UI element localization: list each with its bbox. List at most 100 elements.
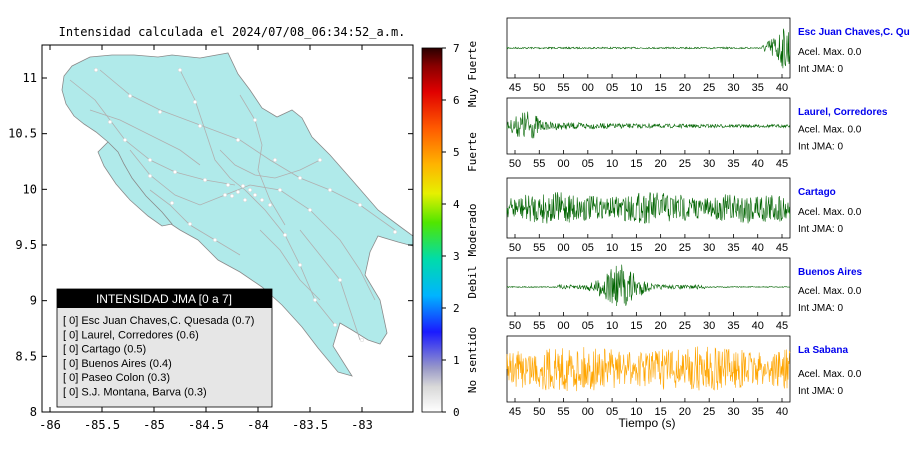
waveform-panel: 45 50 55 00 05 10 15 20 25 30 35 40 Esc Juan Chaves,… <box>506 17 910 94</box>
waveform-tick-label: 10 <box>606 158 618 170</box>
legend-items: [ 0] Esc Juan Chaves,C. Quesada (0.7) [ 0… <box>63 315 254 399</box>
station-name: La Sabana <box>798 345 848 356</box>
town-marker <box>338 278 343 283</box>
station-name: Cartago <box>798 187 836 198</box>
town-marker <box>260 197 265 202</box>
colorbar-tick-label: 1 <box>453 354 460 367</box>
map-y-tick-label: 10.5 <box>8 127 37 141</box>
map-x-tick-label: -83.5 <box>292 418 328 432</box>
colorbar-categories: No sentido Debil Moderado Fuerte Muy Fuerte <box>466 41 479 393</box>
road <box>259 229 321 301</box>
waveform-tick-label: 35 <box>752 82 764 94</box>
waveform-tick-label: 40 <box>752 158 764 170</box>
legend-item: [ 0] Cartago (0.5) <box>63 344 146 356</box>
waveform-tick-label: 20 <box>655 320 667 332</box>
waveform-tick-label: 30 <box>727 406 739 418</box>
waveform-tick-label: 45 <box>509 406 521 418</box>
town-marker <box>360 338 365 343</box>
station-acel-max: Acel. Max. 0.0 <box>798 47 862 58</box>
waveform-tick-label: 55 <box>533 320 545 332</box>
town-marker <box>247 187 252 192</box>
map-y-tick-label: 8 <box>30 405 37 419</box>
station-int-jma: Int JMA: 0 <box>798 386 843 397</box>
station-acel-max: Acel. Max. 0.0 <box>798 286 862 297</box>
map-y-tick-label: 8.5 <box>15 349 37 363</box>
station-int-jma: Int JMA: 0 <box>798 64 843 75</box>
waveform-tick-label: 10 <box>630 406 642 418</box>
town-marker <box>393 229 398 234</box>
waveform-tick-label: 00 <box>557 158 569 170</box>
town-marker <box>192 99 197 104</box>
town-marker <box>147 173 152 178</box>
town-marker <box>235 137 240 142</box>
waveform-tick-label: 15 <box>630 158 642 170</box>
town-marker <box>127 93 132 98</box>
waveform-tick-label: 35 <box>727 158 739 170</box>
legend-item: [ 0] Esc Juan Chaves,C. Quesada (0.7) <box>63 315 254 327</box>
town-marker <box>197 123 202 128</box>
town-marker <box>298 263 303 268</box>
waveform-tick-label: 05 <box>606 406 618 418</box>
waveform-tick-label: 40 <box>752 242 764 254</box>
legend-item: [ 0] Paseo Colon (0.3) <box>63 372 170 384</box>
map-x-tick-label: -84.5 <box>188 418 224 432</box>
legend-item: [ 0] Buenos Aires (0.4) <box>63 358 172 370</box>
legend-header-bar <box>57 289 272 308</box>
town-marker <box>240 183 245 188</box>
waveform-tick-label: 50 <box>509 242 521 254</box>
town-marker <box>229 193 234 198</box>
colorbar-category-label: Fuerte <box>466 132 479 172</box>
station-acel-max: Acel. Max. 0.0 <box>798 125 862 136</box>
road <box>69 79 236 186</box>
waveform-tick-label: 25 <box>679 242 691 254</box>
town-marker <box>268 202 273 207</box>
waveform-tick-label: 20 <box>679 406 691 418</box>
colorbar <box>421 47 443 413</box>
waveform-panel: 50 55 00 05 10 15 20 25 30 35 40 45 Laurel, Corredor… <box>506 97 888 170</box>
colorbar-tick-label: 6 <box>453 94 460 107</box>
map-y-tick-label: 10 <box>23 182 37 196</box>
waveform-tick-label: 55 <box>533 158 545 170</box>
town-marker <box>313 298 318 303</box>
town-marker <box>222 192 227 197</box>
map-x-tick-label: -84 <box>247 418 269 432</box>
map-x-axis: -86 -85.5 -85 -84.5 -84 -83.5 -83 <box>39 45 373 432</box>
colorbar-tick-label: 7 <box>453 42 460 55</box>
colorbar-tick-label: 2 <box>453 302 460 315</box>
waveform-tick-label: 50 <box>509 320 521 332</box>
waveform-tick-label: 05 <box>606 82 618 94</box>
map-x-tick-label: -86 <box>39 418 61 432</box>
town-marker <box>93 67 98 72</box>
road-network <box>69 69 396 341</box>
waveform-tick-label: 25 <box>679 320 691 332</box>
waveform-tick-label: 15 <box>630 242 642 254</box>
waveform-tick-label: 20 <box>655 158 667 170</box>
map-x-tick-label: -85 <box>143 418 165 432</box>
town-marker <box>283 232 288 237</box>
colorbar-tick-label: 3 <box>453 250 460 263</box>
waveform-tick-label: 30 <box>727 82 739 94</box>
waveform-panel: 45 50 55 00 05 10 15 20 25 30 35 40 La Sabana Acel. M… <box>506 335 862 418</box>
waveform-tick-label: 05 <box>582 158 594 170</box>
colorbar-category-label: No sentido <box>466 327 479 393</box>
waveform-tick-label: 00 <box>582 82 594 94</box>
waveform-tick-label: 55 <box>557 406 569 418</box>
station-acel-max: Acel. Max. 0.0 <box>798 207 862 218</box>
town-markers <box>93 67 398 343</box>
map-y-tick-label: 9.5 <box>15 238 37 252</box>
station-acel-max: Acel. Max. 0.0 <box>798 369 862 380</box>
station-name: Esc Juan Chaves,C. Qu <box>798 27 910 38</box>
map-y-axis: 11 10.5 10 9.5 9 8.5 8 <box>8 71 413 419</box>
town-marker <box>212 237 217 242</box>
town-marker <box>172 169 177 174</box>
station-int-jma: Int JMA: 0 <box>798 224 843 235</box>
waveform-tick-label: 35 <box>752 406 764 418</box>
colorbar-tick-label: 4 <box>453 198 460 211</box>
waveform-panels: 45 50 55 00 05 10 15 20 25 30 35 40 Esc Juan Chaves,… <box>506 17 910 418</box>
waveform-panel: 50 55 00 05 10 15 20 25 30 35 40 45 Cartago Acel. Max… <box>506 177 862 254</box>
waveform-tick-label: 45 <box>776 320 788 332</box>
map-area <box>61 52 413 377</box>
station-int-jma: Int JMA: 0 <box>798 142 843 153</box>
town-marker <box>252 192 257 197</box>
